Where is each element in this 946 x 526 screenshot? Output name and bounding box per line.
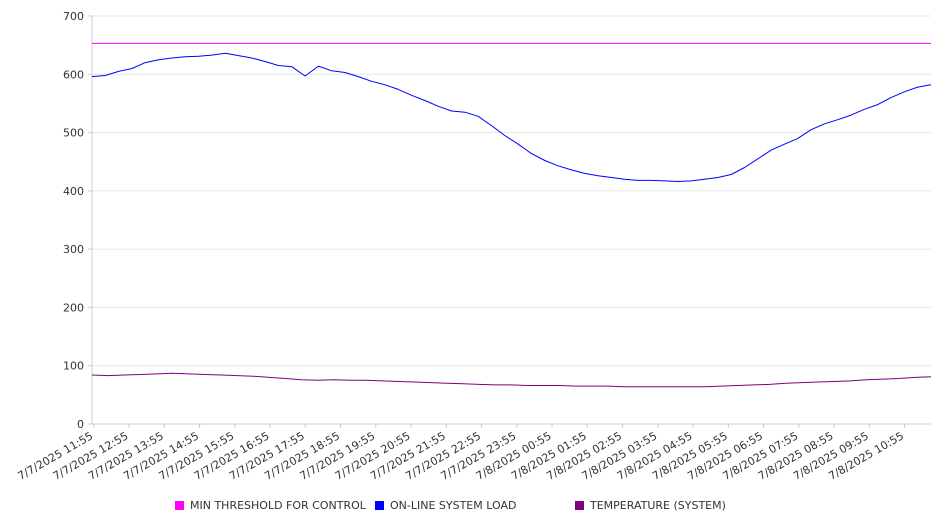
legend-swatch-threshold: [175, 501, 184, 510]
temperature-line: [91, 372, 932, 388]
legend-swatch-load: [375, 501, 384, 510]
y-tick-label: 600: [63, 68, 84, 81]
legend-item-load: ON-LINE SYSTEM LOAD: [375, 499, 516, 512]
y-tick-label: 700: [63, 10, 84, 23]
legend-label-load: ON-LINE SYSTEM LOAD: [390, 499, 517, 512]
grid: [92, 15, 931, 367]
y-tick-label: 0: [77, 418, 84, 431]
legend-label-temperature: TEMPERATURE (SYSTEM): [590, 499, 726, 512]
legend-item-temperature: TEMPERATURE (SYSTEM): [575, 499, 726, 512]
legend-swatch-temperature: [575, 501, 584, 510]
y-tick-label: 500: [63, 127, 84, 140]
y-tick-label: 100: [63, 360, 84, 373]
axes: [91, 16, 931, 425]
y-axis-ticks: 0 100 200 300 400 500 600 700: [63, 10, 92, 431]
legend-item-threshold: MIN THRESHOLD FOR CONTROL: [175, 499, 366, 512]
x-axis-ticks: 7/7/2025 11:557/7/2025 12:557/7/2025 13:…: [15, 424, 906, 483]
system-load-line: [91, 52, 932, 182]
y-tick-label: 300: [63, 243, 84, 256]
series-lines: [91, 42, 932, 388]
legend-label-threshold: MIN THRESHOLD FOR CONTROL: [190, 499, 366, 512]
y-tick-label: 400: [63, 185, 84, 198]
legend: MIN THRESHOLD FOR CONTROL ON-LINE SYSTEM…: [0, 496, 946, 518]
y-tick-label: 200: [63, 301, 84, 314]
